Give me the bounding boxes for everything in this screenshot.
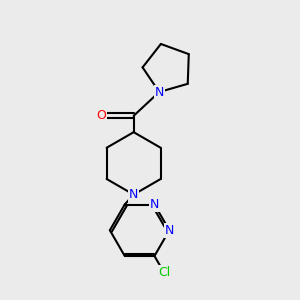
Text: N: N — [165, 224, 174, 237]
Text: N: N — [150, 198, 159, 211]
Text: O: O — [96, 109, 106, 122]
Text: Cl: Cl — [158, 266, 170, 279]
Text: N: N — [154, 85, 164, 98]
Text: N: N — [129, 188, 138, 201]
